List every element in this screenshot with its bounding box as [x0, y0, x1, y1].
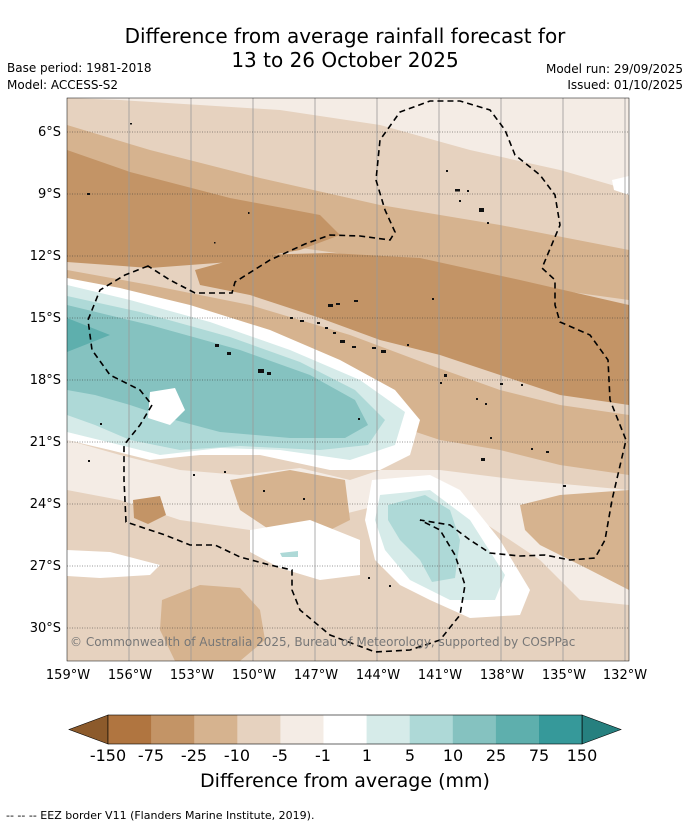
field-brown-spot [133, 496, 166, 524]
lat-label: 21°S [30, 435, 61, 450]
map-title-line1: Difference from average rainfall forecas… [124, 24, 566, 48]
latitude-labels: 6°S 9°S 12°S 15°S 18°S 21°S 24°S 27°S 30… [30, 125, 61, 636]
colorbar-tick: 5 [405, 746, 415, 765]
colorbar-segment [495, 715, 540, 744]
field-teal-fleck [280, 551, 298, 557]
colorbar-outline [107, 714, 583, 745]
lon-label: 156°W [108, 668, 152, 683]
colorbar-tick: -10 [224, 746, 250, 765]
colorbar-tick: -25 [181, 746, 207, 765]
field-teal-southeast-mid [388, 495, 460, 582]
colorbar-segment [237, 715, 281, 744]
eez-footnote: -- -- -- EEZ border V11 (Flanders Marine… [6, 809, 315, 822]
model-label: Model: ACCESS-S2 [7, 78, 119, 92]
field-brown-band-1 [67, 125, 629, 300]
colorbar-tick-labels: -150 -75 -25 -10 -5 -1 1 5 10 25 75 150 [90, 746, 597, 765]
contour-fields [67, 98, 629, 661]
lon-label: 153°W [170, 668, 214, 683]
copyright-text: © Commonwealth of Australia 2025, Bureau… [70, 635, 575, 649]
field-teal-core [67, 318, 110, 352]
colorbar-segment [452, 715, 497, 744]
colorbar-tick: -5 [272, 746, 288, 765]
field-brown-band-3 [195, 253, 629, 405]
field-brown-southwest-core [160, 585, 265, 661]
lat-label: 9°S [38, 187, 61, 202]
colorbar-segment [280, 715, 324, 744]
colorbar-tick: 150 [567, 746, 598, 765]
lat-label: 30°S [30, 621, 61, 636]
field-white-hole [148, 388, 185, 425]
field-white-southwest [67, 550, 160, 578]
lon-label: 159°W [46, 668, 90, 683]
lon-label: 138°W [480, 668, 524, 683]
colorbar-tick: -75 [138, 746, 164, 765]
colorbar-segment [409, 715, 454, 744]
map-title-line2: 13 to 26 October 2025 [231, 48, 459, 72]
eez-border [87, 100, 627, 653]
field-brown-center [230, 470, 350, 535]
colorbar-label: Difference from average (mm) [200, 770, 490, 792]
lat-label: 24°S [30, 497, 61, 512]
lon-label: 147°W [294, 668, 338, 683]
colorbar-segment [366, 715, 411, 744]
lat-label: 6°S [38, 125, 61, 140]
lon-label: 141°W [418, 668, 462, 683]
field-light-north [67, 98, 629, 190]
colorbar-segment [323, 715, 368, 744]
graticule [67, 98, 629, 661]
field-brown-east [520, 490, 629, 590]
lon-label: 144°W [356, 668, 400, 683]
lat-label: 12°S [30, 249, 61, 264]
field-white-center [250, 520, 360, 580]
colorbar-tick: 25 [486, 746, 506, 765]
colorbar-tick: 1 [362, 746, 372, 765]
colorbar-tick: 10 [443, 746, 463, 765]
field-brown-band-2 [67, 150, 340, 268]
base-period-label: Base period: 1981-2018 [7, 61, 152, 75]
colorbar-extend-low [68, 714, 109, 745]
model-run-label: Model run: 29/09/2025 [545, 62, 683, 76]
colorbar-extend-high [581, 714, 622, 745]
colorbar-tick: -150 [90, 746, 126, 765]
colorbar-segment [539, 715, 583, 744]
lon-label: 150°W [232, 668, 276, 683]
lon-label: 132°W [603, 668, 647, 683]
field-light-south [67, 440, 629, 605]
lat-label: 18°S [30, 373, 61, 388]
colorbar-tick: -1 [315, 746, 331, 765]
colorbar [68, 714, 622, 745]
issued-label: Issued: 01/10/2025 [567, 78, 683, 92]
colorbar-tick: 75 [529, 746, 549, 765]
lon-label: 135°W [542, 668, 586, 683]
colorbar-segment [194, 715, 238, 744]
field-teal-dark [67, 305, 368, 438]
colorbar-segment [151, 715, 195, 744]
colorbar-segment [108, 715, 152, 744]
lat-label: 27°S [30, 559, 61, 574]
islands [87, 123, 566, 587]
longitude-labels: 159°W 156°W 153°W 150°W 147°W 144°W 141°… [46, 668, 647, 683]
map-frame [66, 97, 630, 662]
lat-label: 15°S [30, 311, 61, 326]
